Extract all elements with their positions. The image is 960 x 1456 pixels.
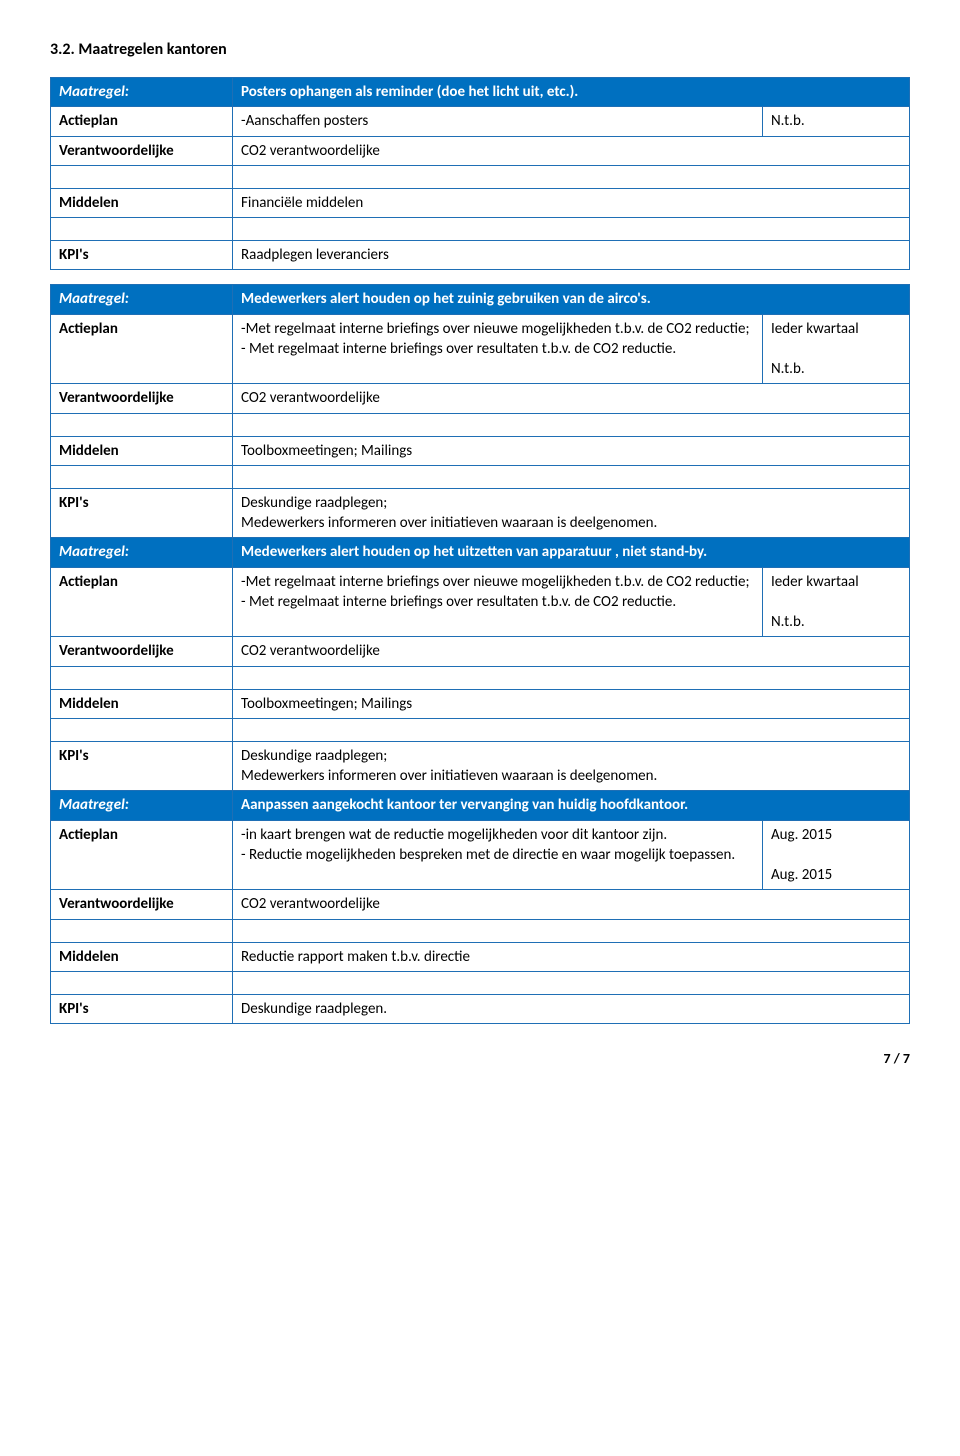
kpis-label: KPI's: [51, 241, 233, 270]
middelen-text: Toolboxmeetingen; Mailings: [233, 436, 910, 465]
verantw-text: CO2 verantwoordelijke: [233, 890, 910, 919]
maatregel-header: Posters ophangen als reminder (doe het l…: [233, 78, 910, 107]
maatregel-label: Maatregel:: [51, 791, 233, 820]
kpis-text: Raadplegen leveranciers: [233, 241, 910, 270]
verantw-text: CO2 verantwoordelijke: [233, 136, 910, 165]
actieplan-text: -in kaart brengen wat de reductie mogeli…: [233, 820, 763, 890]
verantw-text: CO2 verantwoordelijke: [233, 637, 910, 666]
maatregel-header: Aanpassen aangekocht kantoor ter vervang…: [233, 791, 910, 820]
actieplan-text: -Met regelmaat interne briefings over ni…: [233, 567, 763, 637]
kpis-text: Deskundige raadplegen.: [233, 994, 910, 1023]
actieplan-text: -Aanschaffen posters: [233, 107, 763, 136]
page-footer: 7 / 7: [50, 1050, 910, 1067]
kpis-text: Deskundige raadplegen;Medewerkers inform…: [233, 488, 910, 538]
actieplan-right: Ieder kwartaal N.t.b.: [763, 314, 910, 384]
actieplan-label: Actieplan: [51, 567, 233, 637]
actieplan-label: Actieplan: [51, 314, 233, 384]
middelen-label: Middelen: [51, 436, 233, 465]
middelen-label: Middelen: [51, 188, 233, 217]
maatregel-header: Medewerkers alert houden op het uitzette…: [233, 538, 910, 567]
kpis-label: KPI's: [51, 741, 233, 791]
actieplan-right: N.t.b.: [763, 107, 910, 136]
verantw-label: Verantwoordelijke: [51, 136, 233, 165]
maatregel-label: Maatregel:: [51, 78, 233, 107]
actieplan-right: Aug. 2015 Aug. 2015: [763, 820, 910, 890]
maatregel-label: Maatregel:: [51, 538, 233, 567]
actieplan-right: Ieder kwartaal N.t.b.: [763, 567, 910, 637]
middelen-label: Middelen: [51, 689, 233, 718]
actieplan-label: Actieplan: [51, 107, 233, 136]
section-title: 3.2. Maatregelen kantoren: [50, 40, 910, 59]
maatregel-table-rest: Maatregel: Medewerkers alert houden op h…: [50, 284, 910, 1024]
actieplan-text: -Met regelmaat interne briefings over ni…: [233, 314, 763, 384]
middelen-text: Financiële middelen: [233, 188, 910, 217]
verantw-label: Verantwoordelijke: [51, 637, 233, 666]
maatregel-header: Medewerkers alert houden op het zuinig g…: [233, 285, 910, 314]
kpis-label: KPI's: [51, 488, 233, 538]
kpis-label: KPI's: [51, 994, 233, 1023]
maatregel-label: Maatregel:: [51, 285, 233, 314]
actieplan-label: Actieplan: [51, 820, 233, 890]
verantw-text: CO2 verantwoordelijke: [233, 384, 910, 413]
middelen-text: Reductie rapport maken t.b.v. directie: [233, 942, 910, 971]
middelen-text: Toolboxmeetingen; Mailings: [233, 689, 910, 718]
kpis-text: Deskundige raadplegen;Medewerkers inform…: [233, 741, 910, 791]
verantw-label: Verantwoordelijke: [51, 384, 233, 413]
verantw-label: Verantwoordelijke: [51, 890, 233, 919]
middelen-label: Middelen: [51, 942, 233, 971]
maatregel-table-1: Maatregel: Posters ophangen als reminder…: [50, 77, 910, 270]
